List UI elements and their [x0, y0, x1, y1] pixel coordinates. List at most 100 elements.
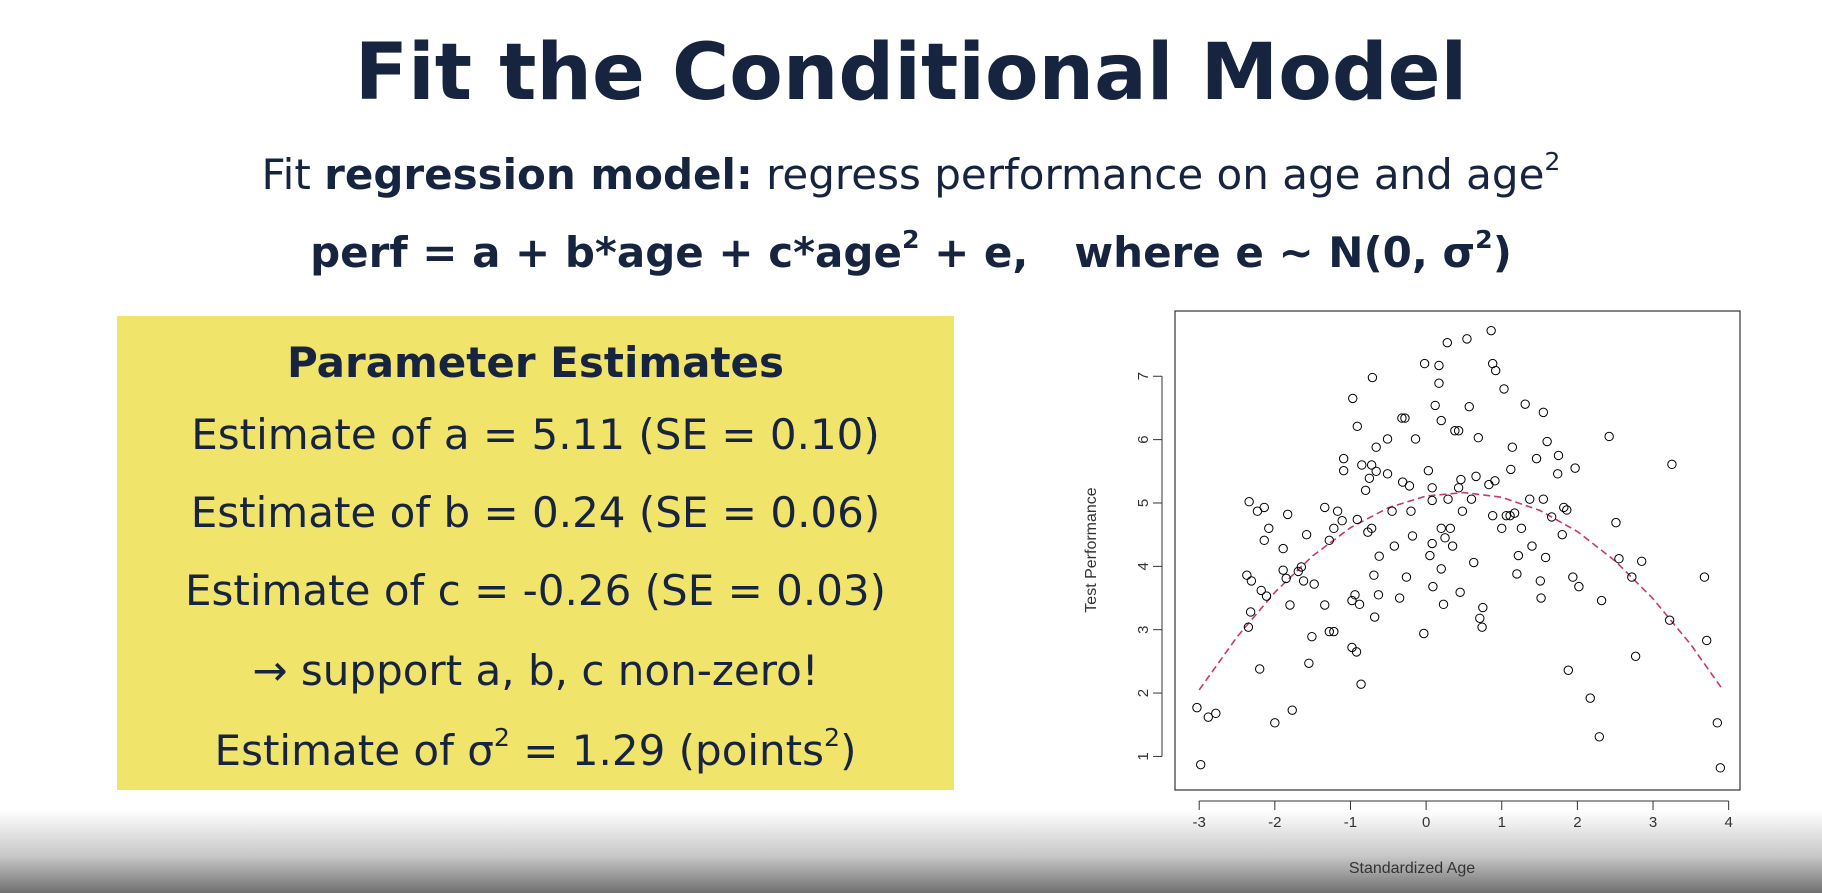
point	[1487, 510, 1498, 521]
point	[1352, 514, 1362, 525]
point	[1410, 434, 1421, 444]
intro-line: Fit regression model: regress performanc…	[0, 149, 1822, 199]
point	[1425, 550, 1435, 561]
y-tick-label: 4	[1135, 562, 1152, 570]
point	[1535, 576, 1546, 586]
point	[1455, 587, 1465, 598]
point	[1436, 523, 1446, 534]
point	[1261, 591, 1272, 601]
point	[1427, 538, 1437, 549]
point	[1366, 523, 1377, 534]
point	[1611, 517, 1621, 528]
point	[1242, 570, 1252, 580]
estimate-line: Estimate of c = -0.26 (SE = 0.03)	[117, 566, 954, 615]
point	[1614, 554, 1624, 564]
point	[1427, 495, 1437, 506]
point	[1309, 579, 1319, 589]
conclusion-line: → support a, b, c non-zero!	[117, 646, 954, 695]
point	[1469, 557, 1479, 568]
point	[1259, 502, 1269, 513]
point	[1538, 407, 1549, 418]
point	[1369, 570, 1379, 580]
fit-curve	[1198, 491, 1722, 691]
point	[1636, 556, 1647, 566]
point	[1505, 510, 1515, 521]
point	[1497, 523, 1507, 534]
point	[1447, 541, 1458, 551]
point	[1324, 626, 1334, 637]
point	[1211, 708, 1221, 719]
point	[1371, 442, 1381, 452]
y-tick-label: 6	[1135, 435, 1152, 443]
text: Estimate of c = -0.26 (SE = 0.03)	[184, 566, 887, 615]
point	[1442, 337, 1452, 348]
point	[1406, 506, 1416, 516]
point	[1356, 679, 1366, 689]
x-tick-label: 4	[1724, 814, 1732, 831]
point	[1512, 569, 1522, 579]
point	[1397, 413, 1407, 423]
point	[1499, 384, 1509, 394]
point	[1630, 651, 1641, 662]
point	[1538, 494, 1549, 504]
text: → support a, b, c non-zero!	[252, 646, 819, 695]
y-tick-label: 2	[1135, 689, 1152, 697]
y-tick-label: 5	[1135, 499, 1152, 507]
point	[1715, 763, 1726, 773]
point	[1246, 576, 1257, 586]
point	[1255, 664, 1265, 674]
point	[1570, 463, 1580, 473]
text: + e,	[919, 228, 1029, 277]
point	[1563, 665, 1574, 675]
point	[1466, 494, 1477, 504]
point	[1369, 612, 1380, 622]
point	[1245, 607, 1256, 617]
point	[1387, 506, 1397, 516]
point	[1531, 453, 1542, 464]
point	[1407, 531, 1418, 541]
point	[1338, 453, 1349, 464]
point	[1604, 431, 1614, 442]
point	[1307, 631, 1317, 642]
text: regress performance on age and age	[752, 150, 1545, 199]
point	[1347, 595, 1357, 606]
point	[1462, 334, 1472, 344]
plot-frame	[1174, 310, 1741, 791]
point	[1270, 718, 1280, 728]
point	[1436, 564, 1446, 574]
point	[1536, 593, 1546, 603]
point	[1434, 360, 1444, 371]
point	[1457, 506, 1468, 516]
text: = 1.29 (points	[509, 726, 825, 775]
superscript: 2	[1475, 225, 1493, 255]
x-tick-label: -1	[1344, 814, 1357, 831]
point	[1477, 622, 1487, 632]
x-tick-label: 1	[1498, 814, 1506, 831]
point	[1712, 718, 1723, 728]
point	[1540, 552, 1551, 563]
point	[1329, 523, 1339, 534]
text: )	[1492, 228, 1512, 277]
point	[1525, 494, 1535, 504]
point	[1350, 590, 1360, 600]
point	[1264, 523, 1274, 534]
point	[1473, 433, 1483, 443]
point	[1475, 613, 1485, 623]
superscript: 2	[824, 723, 841, 753]
point	[1203, 712, 1213, 722]
point	[1490, 365, 1501, 376]
x-tick-label: 0	[1422, 814, 1430, 831]
point	[1382, 469, 1393, 479]
point	[1357, 460, 1367, 470]
point	[1419, 628, 1429, 639]
point	[1373, 590, 1384, 600]
point	[1546, 512, 1557, 522]
point	[1332, 506, 1343, 516]
point	[1453, 483, 1464, 493]
point	[1278, 565, 1288, 575]
estimate-line: Estimate of σ2 = 1.29 (points2)	[117, 723, 954, 775]
point	[1702, 635, 1712, 646]
point	[1434, 378, 1444, 388]
point	[1423, 465, 1434, 476]
